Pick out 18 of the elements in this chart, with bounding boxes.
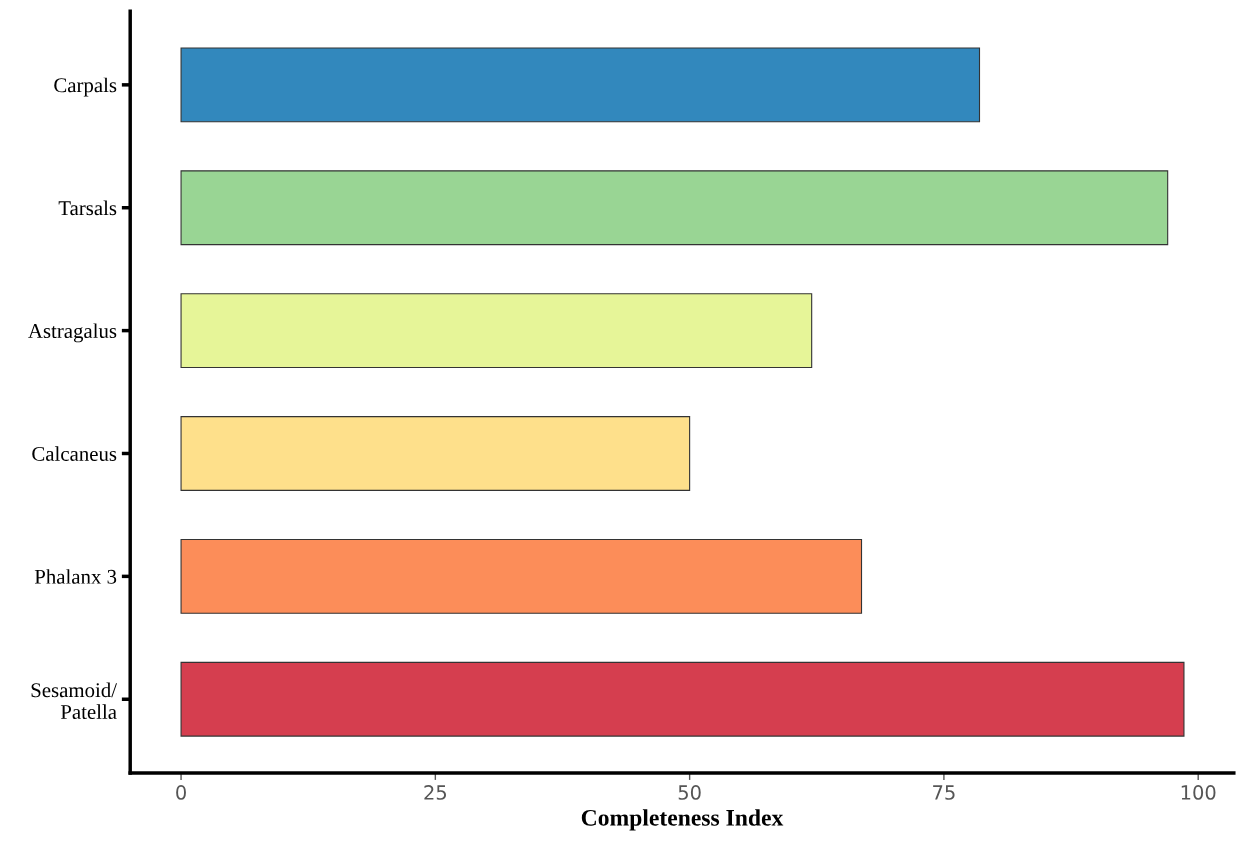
x-tick-label: 25	[424, 785, 447, 800]
bar	[180, 293, 813, 369]
x-tick-label: 50	[678, 785, 701, 800]
y-tick-label: Carpals	[54, 77, 117, 97]
x-tick-label: 0	[176, 785, 186, 800]
y-tick-label: Tarsals	[58, 200, 117, 216]
bar	[180, 47, 981, 123]
y-tick-label: Astragalus	[28, 323, 117, 343]
y-tick-label: Phalanx 3	[34, 569, 117, 584]
x-axis-title: Completeness Index	[581, 809, 784, 831]
bar	[180, 661, 1185, 737]
bar	[180, 538, 863, 614]
y-tick-label: Sesamoid/ Patella	[31, 682, 117, 720]
x-tick-label: 75	[933, 785, 955, 800]
x-tick-label: 100	[1181, 785, 1216, 800]
y-tick-label: Calcaneus	[32, 446, 117, 461]
bar	[180, 416, 691, 491]
bar	[180, 170, 1169, 246]
